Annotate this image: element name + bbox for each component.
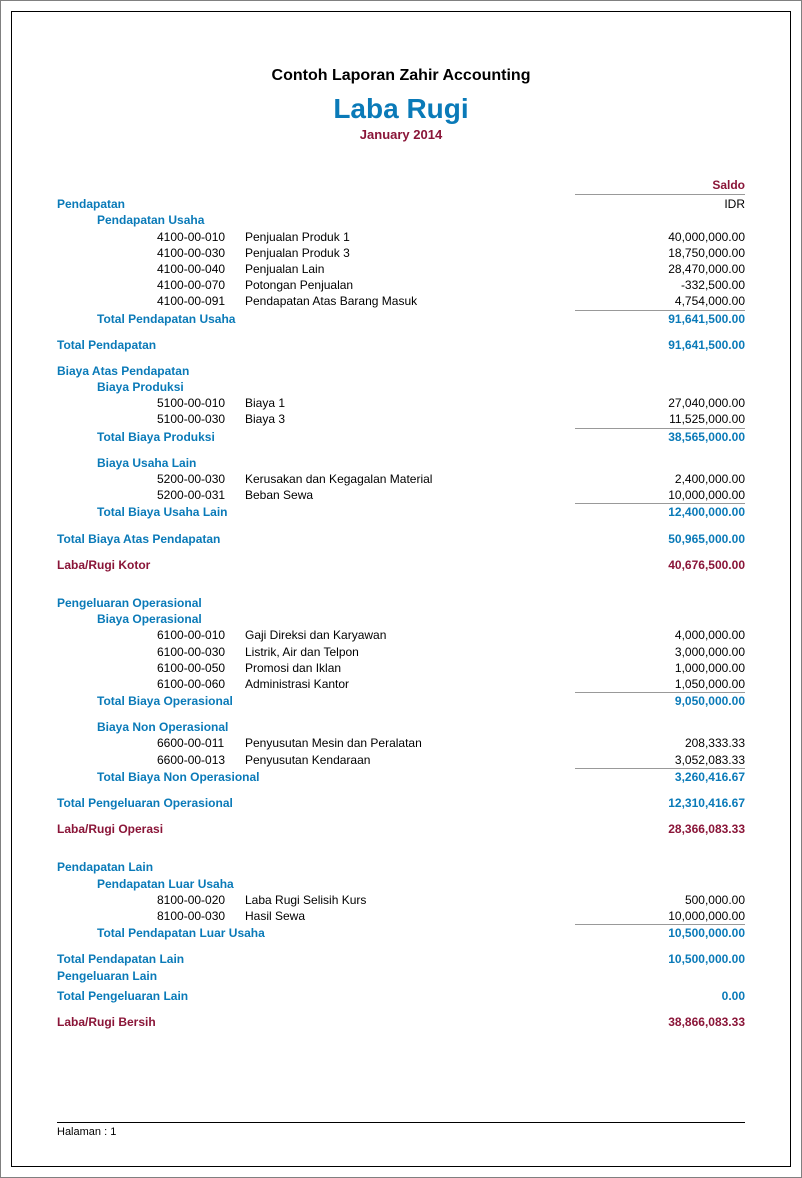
total-biaya-atas-pendapatan: Total Biaya Atas Pendapatan50,965,000.00 — [57, 531, 745, 547]
laba-rugi-kotor: Laba/Rugi Kotor40,676,500.00 — [57, 557, 745, 573]
section-biaya-atas-pendapatan: Biaya Atas Pendapatan — [57, 363, 745, 379]
line-item: 5200-00-030Kerusakan dan Kegagalan Mater… — [57, 471, 745, 487]
total-pendapatan: Total Pendapatan91,641,500.00 — [57, 337, 745, 353]
line-item: 4100-00-040Penjualan Lain28,470,000.00 — [57, 261, 745, 277]
subsection-biaya-produksi: Biaya Produksi — [57, 379, 745, 395]
line-item: 4100-00-030Penjualan Produk 318,750,000.… — [57, 245, 745, 261]
subsection-biaya-operasional: Biaya Operasional — [57, 611, 745, 627]
section-pengeluaran-lain: Pengeluaran Lain — [57, 968, 745, 984]
total-pengeluaran-operasional: Total Pengeluaran Operasional12,310,416.… — [57, 795, 745, 811]
report-header: Contoh Laporan Zahir Accounting Laba Rug… — [57, 67, 745, 142]
subtotal-biaya-usaha-lain: Total Biaya Usaha Lain12,400,000.00 — [57, 503, 745, 520]
subsection-pendapatan-luar-usaha: Pendapatan Luar Usaha — [57, 876, 745, 892]
subsection-biaya-non-operasional: Biaya Non Operasional — [57, 719, 745, 735]
section-pendapatan-lain: Pendapatan Lain — [57, 859, 745, 875]
line-item: 6100-00-030Listrik, Air dan Telpon3,000,… — [57, 644, 745, 660]
line-item: 5200-00-031Beban Sewa10,000,000.00 — [57, 487, 745, 503]
page-number: Halaman : 1 — [57, 1126, 116, 1138]
column-header-row: Saldo — [57, 177, 745, 195]
company-name: Contoh Laporan Zahir Accounting — [57, 67, 745, 85]
line-item: 8100-00-030Hasil Sewa10,000,000.00 — [57, 908, 745, 924]
line-item: 6600-00-011Penyusutan Mesin dan Peralata… — [57, 735, 745, 751]
laba-rugi-operasi: Laba/Rugi Operasi28,366,083.33 — [57, 821, 745, 837]
line-item: 6600-00-013Penyusutan Kendaraan3,052,083… — [57, 752, 745, 768]
line-item: 8100-00-020Laba Rugi Selisih Kurs500,000… — [57, 892, 745, 908]
page: Contoh Laporan Zahir Accounting Laba Rug… — [0, 0, 802, 1178]
subtotal-biaya-non-operasional: Total Biaya Non Operasional3,260,416.67 — [57, 768, 745, 785]
column-header-saldo: Saldo — [575, 177, 745, 195]
line-item: 6100-00-010Gaji Direksi dan Karyawan4,00… — [57, 627, 745, 643]
line-item: 4100-00-010Penjualan Produk 140,000,000.… — [57, 229, 745, 245]
line-item: 5100-00-010Biaya 127,040,000.00 — [57, 395, 745, 411]
line-item: 4100-00-070Potongan Penjualan-332,500.00 — [57, 277, 745, 293]
total-pengeluaran-lain: Total Pengeluaran Lain0.00 — [57, 988, 745, 1004]
total-pendapatan-lain: Total Pendapatan Lain10,500,000.00 — [57, 951, 745, 967]
subtotal-pendapatan-usaha: Total Pendapatan Usaha91,641,500.00 — [57, 310, 745, 327]
currency-label: IDR — [575, 195, 745, 212]
report-period: January 2014 — [57, 127, 745, 142]
page-inner: Contoh Laporan Zahir Accounting Laba Rug… — [11, 11, 791, 1167]
line-item: 6100-00-050Promosi dan Iklan1,000,000.00 — [57, 660, 745, 676]
line-item: 4100-00-091Pendapatan Atas Barang Masuk4… — [57, 293, 745, 309]
laba-rugi-bersih: Laba/Rugi Bersih38,866,083.33 — [57, 1014, 745, 1030]
subtotal-pendapatan-luar-usaha: Total Pendapatan Luar Usaha10,500,000.00 — [57, 924, 745, 941]
section-pengeluaran-operasional: Pengeluaran Operasional — [57, 595, 745, 611]
line-item: 5100-00-030Biaya 311,525,000.00 — [57, 411, 745, 427]
subtotal-biaya-produksi: Total Biaya Produksi38,565,000.00 — [57, 428, 745, 445]
page-footer: Halaman : 1 — [57, 1122, 745, 1138]
line-item: 6100-00-060Administrasi Kantor1,050,000.… — [57, 676, 745, 692]
report-body: Saldo Pendapatan IDR Pendapatan Usaha 41… — [57, 177, 745, 1030]
section-pendapatan: Pendapatan — [57, 196, 125, 212]
currency-row: Pendapatan IDR — [57, 195, 745, 212]
subsection-biaya-usaha-lain: Biaya Usaha Lain — [57, 455, 745, 471]
subtotal-biaya-operasional: Total Biaya Operasional9,050,000.00 — [57, 692, 745, 709]
subsection-pendapatan-usaha: Pendapatan Usaha — [57, 212, 745, 228]
report-title: Laba Rugi — [57, 93, 745, 125]
